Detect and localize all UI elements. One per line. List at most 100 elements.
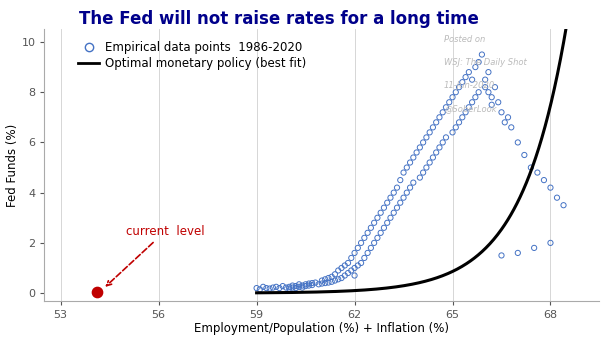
Point: [379, 205, 389, 210]
Point: [327, 274, 336, 280]
Point: [392, 205, 402, 210]
Point: [396, 200, 405, 205]
Point: [366, 225, 376, 231]
Point: [320, 280, 330, 286]
Point: [408, 180, 418, 186]
Point: [474, 59, 483, 65]
Legend: Empirical data points  1986-2020, Optimal monetary policy (best fit): Empirical data points 1986-2020, Optimal…: [78, 41, 306, 70]
Point: [359, 235, 369, 241]
Point: [445, 100, 454, 105]
Point: [513, 250, 523, 256]
Point: [539, 177, 549, 183]
Point: [363, 230, 373, 236]
Point: [359, 255, 369, 261]
Point: [317, 281, 327, 286]
Point: [258, 284, 268, 290]
X-axis label: Employment/Population (%) + Inflation (%): Employment/Population (%) + Inflation (%…: [194, 323, 450, 336]
Point: [327, 279, 336, 284]
Point: [494, 100, 503, 105]
Point: [350, 250, 359, 256]
Point: [408, 155, 418, 160]
Point: [428, 125, 438, 130]
Point: [294, 284, 304, 290]
Point: [454, 120, 464, 125]
Point: [376, 210, 385, 216]
Point: [487, 102, 497, 107]
Point: [480, 77, 490, 83]
Point: [457, 79, 467, 85]
Point: [474, 89, 483, 95]
Point: [255, 286, 265, 292]
Point: [457, 115, 467, 120]
Text: 11-Jun-2020: 11-Jun-2020: [444, 81, 495, 90]
Point: [399, 195, 408, 201]
Point: [399, 170, 408, 175]
Point: [552, 195, 562, 201]
Point: [320, 277, 330, 282]
Point: [353, 245, 362, 251]
Point: [298, 285, 307, 290]
Point: [546, 185, 555, 190]
Point: [356, 260, 366, 266]
Point: [382, 220, 392, 225]
Point: [330, 278, 340, 283]
Y-axis label: Fed Funds (%): Fed Funds (%): [5, 123, 19, 207]
Point: [92, 289, 102, 295]
Point: [268, 285, 278, 290]
Point: [291, 283, 301, 289]
Point: [487, 94, 497, 100]
Point: [412, 150, 422, 155]
Text: Posted on: Posted on: [444, 35, 485, 44]
Point: [340, 263, 350, 268]
Point: [376, 230, 385, 236]
Point: [513, 140, 523, 145]
Point: [304, 283, 313, 288]
Point: [301, 282, 310, 287]
Point: [287, 285, 297, 290]
Point: [330, 271, 340, 277]
Text: WSJ: The Daily Shot: WSJ: The Daily Shot: [444, 58, 527, 67]
Point: [438, 109, 448, 115]
Point: [382, 200, 392, 205]
Point: [379, 225, 389, 231]
Point: [373, 235, 382, 241]
Point: [428, 155, 438, 160]
Point: [366, 245, 376, 251]
Point: [298, 283, 307, 288]
Point: [497, 253, 506, 258]
Point: [317, 278, 327, 283]
Point: [448, 94, 457, 100]
Point: [506, 125, 516, 130]
Point: [434, 115, 444, 120]
Point: [343, 260, 353, 266]
Point: [405, 185, 415, 190]
Point: [418, 170, 428, 175]
Point: [402, 165, 411, 170]
Point: [369, 240, 379, 246]
Point: [471, 94, 480, 100]
Point: [431, 150, 441, 155]
Point: [356, 240, 366, 246]
Point: [438, 140, 448, 145]
Point: [396, 177, 405, 183]
Point: [369, 220, 379, 225]
Point: [471, 64, 480, 70]
Point: [307, 280, 317, 286]
Point: [350, 265, 359, 271]
Text: current  level: current level: [106, 225, 204, 286]
Point: [287, 283, 297, 288]
Point: [451, 89, 460, 95]
Point: [558, 203, 568, 208]
Point: [314, 282, 324, 287]
Point: [441, 105, 451, 110]
Point: [520, 152, 529, 158]
Text: The Fed will not raise rates for a long time: The Fed will not raise rates for a long …: [79, 10, 479, 28]
Point: [347, 255, 356, 261]
Point: [480, 85, 490, 90]
Point: [350, 273, 359, 278]
Point: [477, 52, 487, 57]
Point: [415, 145, 425, 150]
Point: [347, 268, 356, 273]
Point: [340, 273, 350, 278]
Point: [526, 165, 535, 170]
